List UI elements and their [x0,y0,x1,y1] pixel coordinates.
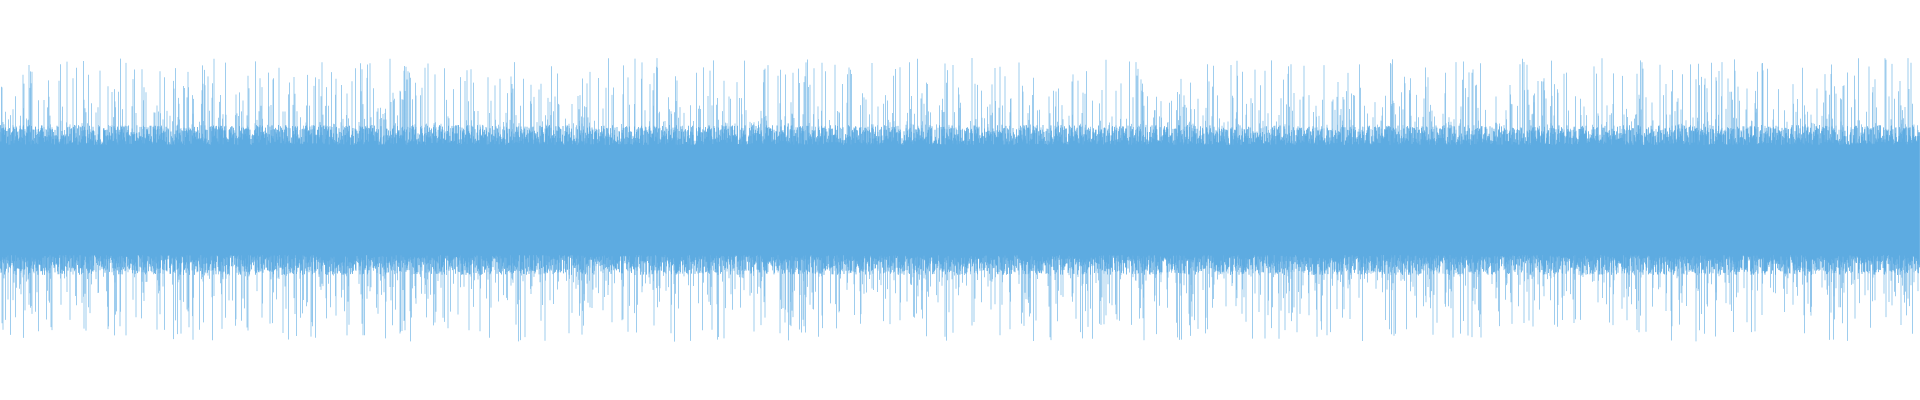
waveform-core [0,125,1920,275]
waveform [0,58,1920,342]
